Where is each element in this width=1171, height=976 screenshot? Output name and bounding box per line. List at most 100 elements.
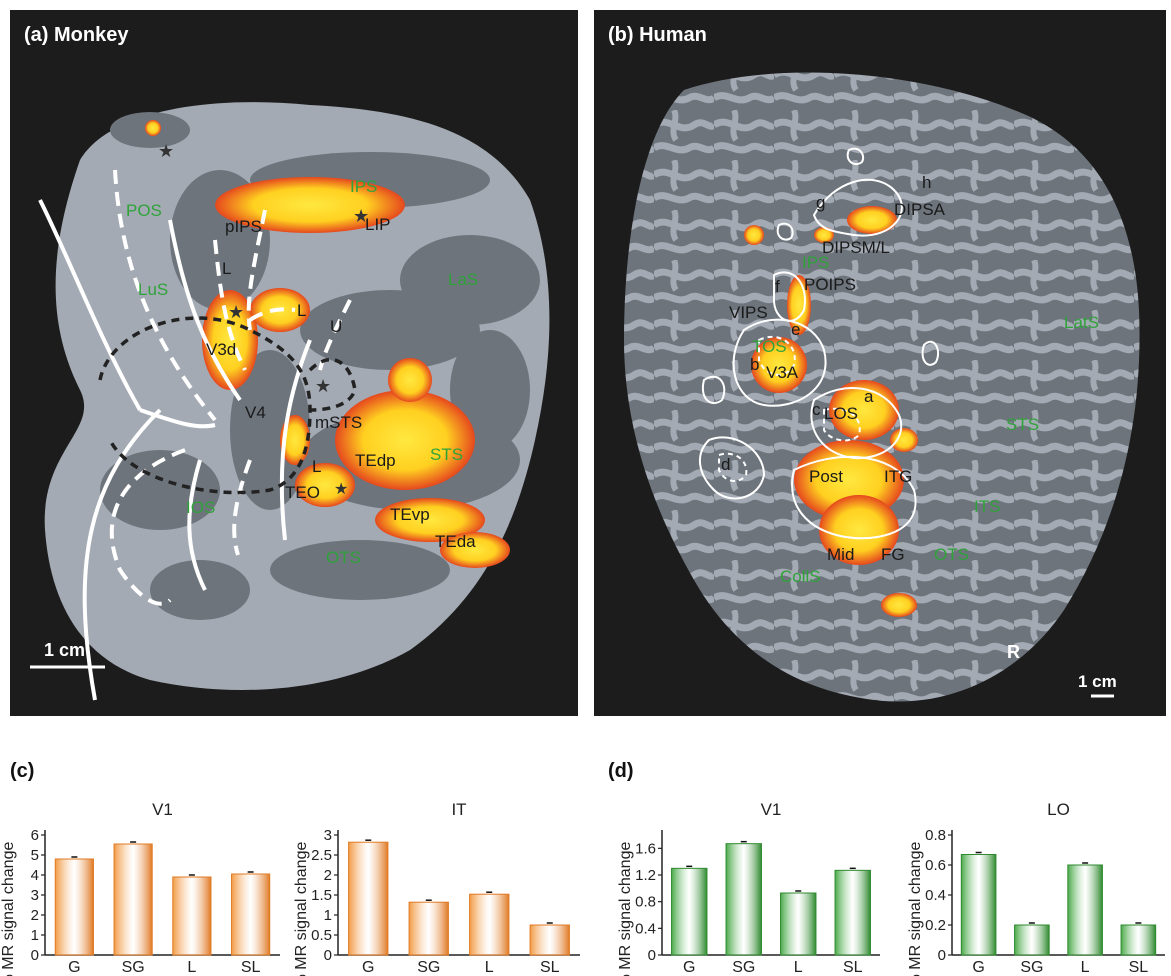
- svg-text:★: ★: [158, 141, 174, 161]
- area-label: h: [922, 173, 931, 192]
- area-label: DIPSA: [894, 200, 946, 219]
- area-label: a: [864, 387, 874, 406]
- bar: [348, 841, 389, 956]
- area-label: Post: [809, 467, 843, 486]
- y-tick-label: 3: [324, 827, 332, 844]
- bar: [780, 892, 817, 956]
- svg-text:★: ★: [334, 481, 348, 498]
- x-tick-label: L: [485, 959, 494, 976]
- svg-text:★: ★: [353, 206, 369, 226]
- bar: [960, 854, 997, 956]
- area-label: TEvp: [390, 505, 430, 524]
- area-label: L: [222, 259, 231, 278]
- human-scale-bar-label: 1 cm: [1078, 672, 1117, 691]
- bar: [408, 901, 449, 956]
- monkey-flatmap: ★ ★ ★ ★ ★ 1 cm IPS POS LaS LuS STS IOS O…: [30, 102, 550, 701]
- x-tick-label: G: [68, 959, 80, 976]
- bar: [113, 843, 153, 956]
- bar: [529, 924, 570, 956]
- area-label: c: [812, 400, 821, 419]
- monkey-area-labels: pIPS LIP L L U V3d V4 mSTS TEdp L TEO TE…: [206, 215, 476, 551]
- monkey-area-borders: [38, 199, 312, 701]
- bar: [1014, 924, 1050, 956]
- x-tick-label: SG: [1020, 959, 1043, 976]
- y-tick-label: 3: [31, 887, 39, 904]
- y-tick-label: 1: [324, 907, 332, 924]
- sulcus-label: IPS: [802, 253, 829, 272]
- sulcus-label: POS: [126, 201, 162, 220]
- area-label: V4: [245, 403, 266, 422]
- area-label: TEdp: [355, 451, 396, 470]
- y-tick-label: 0: [31, 947, 39, 964]
- y-tick-label: 1.6: [635, 840, 656, 857]
- panel-c-label: (c): [10, 760, 35, 782]
- x-tick-label: L: [1081, 959, 1090, 976]
- monkey-dashed-borders: [109, 169, 352, 606]
- y-tick-label: 1.2: [635, 867, 656, 884]
- x-tick-label: SL: [843, 959, 863, 976]
- area-label: ITG: [884, 467, 912, 486]
- y-tick-label: 0: [938, 947, 946, 964]
- sulcus-label: LuS: [138, 280, 168, 299]
- x-tick-label: SG: [417, 959, 440, 976]
- y-tick-label: 1.5: [311, 887, 332, 904]
- bar: [231, 873, 271, 956]
- svg-text:★: ★: [315, 376, 331, 396]
- chart-human-v1: V1 % MR signal change 0 0.4 0.8 1.2 1.6 G SG L SL: [617, 800, 880, 976]
- x-tick-label: L: [794, 959, 803, 976]
- sulcus-label: IOS: [186, 498, 215, 517]
- y-tick-label: 0.2: [925, 917, 946, 934]
- area-label: e: [791, 320, 800, 339]
- monkey-scale-bar-label: 1 cm: [44, 640, 85, 660]
- x-tick-label: SG: [732, 959, 755, 976]
- x-tick-label: G: [683, 959, 695, 976]
- hemisphere-label: R: [1007, 642, 1020, 662]
- x-tick-label: G: [362, 959, 374, 976]
- y-tick-label: 2.5: [311, 847, 332, 864]
- area-label: L: [297, 301, 306, 320]
- bar: [1067, 864, 1103, 956]
- sulcus-label: LatS: [1064, 313, 1099, 332]
- bar: [469, 893, 510, 956]
- human-area-labels: h g DIPSA DIPSM/L f POIPS VIPS e b V3A a…: [721, 173, 946, 564]
- sulcus-label: TOS: [752, 337, 787, 356]
- sulcus-label: CollS: [780, 567, 821, 586]
- area-label: d: [721, 455, 730, 474]
- human-dashed-outlines: [718, 335, 861, 482]
- panel-d-label: (d): [608, 760, 634, 782]
- sulcus-label: IPS: [350, 177, 377, 196]
- y-tick-label: 0: [648, 947, 656, 964]
- y-tick-label: 0.8: [635, 894, 656, 911]
- bar: [671, 867, 708, 956]
- y-axis-label: % MR signal change: [907, 842, 924, 976]
- area-label: DIPSM/L: [822, 238, 890, 257]
- y-axis-label: % MR signal change: [0, 842, 17, 976]
- monkey-sulcus-labels: IPS POS LaS LuS STS IOS OTS: [126, 177, 478, 567]
- area-label: POIPS: [804, 275, 856, 294]
- y-tick-label: 0.4: [925, 887, 946, 904]
- sulcus-label: ITS: [974, 497, 1000, 516]
- y-tick-label: 0.6: [925, 857, 946, 874]
- area-label: V3A: [766, 363, 799, 382]
- sulcus-label: LaS: [448, 270, 478, 289]
- monkey-roi-outline: [98, 316, 357, 495]
- human-roi-outlines: [699, 147, 940, 540]
- bar: [172, 876, 212, 956]
- x-tick-label: L: [187, 959, 196, 976]
- x-tick-label: SL: [540, 959, 560, 976]
- y-tick-label: 2: [324, 867, 332, 884]
- area-label: L: [312, 457, 321, 476]
- bar: [725, 843, 762, 956]
- monkey-flatmap-panel: ★ ★ ★ ★ ★ 1 cm IPS POS LaS LuS STS IOS O…: [10, 10, 578, 716]
- chart-title: V1: [761, 800, 782, 819]
- bar: [54, 858, 94, 956]
- sulcus-label: OTS: [326, 548, 361, 567]
- y-tick-label: 4: [31, 867, 39, 884]
- y-axis-label: % MR signal change: [617, 842, 634, 976]
- area-label: mSTS: [315, 413, 362, 432]
- y-tick-label: 1: [31, 927, 39, 944]
- y-tick-label: 0.5: [311, 927, 332, 944]
- human-flatmap-panel: R 1 cm IPS LatS TOS STS ITS OTS CollS h …: [594, 10, 1166, 716]
- area-label: U: [330, 317, 342, 336]
- x-tick-label: G: [972, 959, 984, 976]
